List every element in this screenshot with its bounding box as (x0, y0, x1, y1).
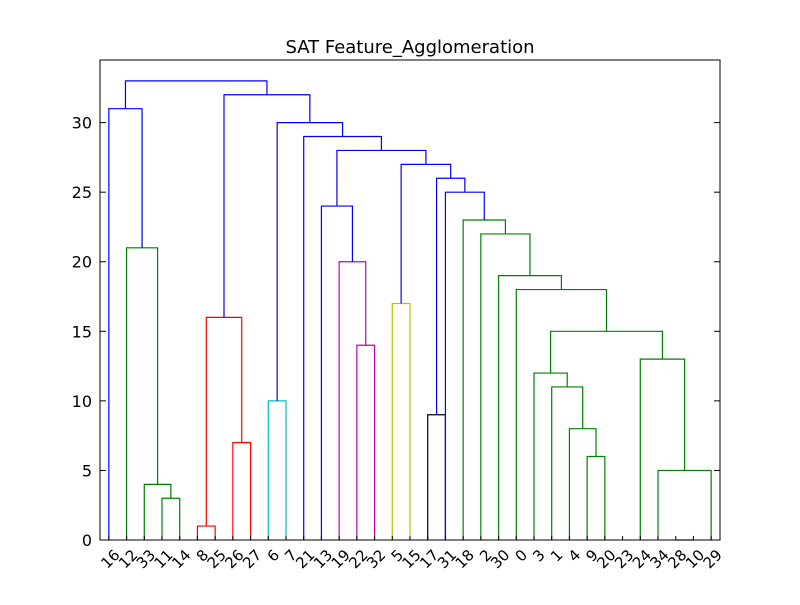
dendrogram-link-m29 (336, 149, 427, 207)
y-tick-label-5: 5 (82, 461, 92, 480)
y-tick-label-0: 0 (82, 531, 92, 550)
y-tick-label-15: 15 (72, 322, 92, 341)
dendrogram-link-m5 (196, 525, 216, 540)
dendrogram-link-m27 (435, 177, 466, 415)
dendrogram-link-m16 (568, 428, 597, 540)
leaf-label-27: 27 (239, 546, 265, 572)
dendrogram-link-m13 (427, 414, 447, 540)
dendrogram-link-m30 (303, 135, 383, 540)
leaf-label-1: 1 (547, 546, 566, 565)
dendrogram-link-m24 (480, 233, 531, 540)
dendrogram-link-m11 (320, 205, 354, 540)
leaf-label-14: 14 (168, 546, 194, 572)
dendrogram-link-m15 (586, 455, 606, 540)
leaf-label-4: 4 (565, 546, 584, 565)
y-tick-label-25: 25 (72, 183, 92, 202)
dendrogram-link-m20 (639, 358, 686, 540)
dendrogram-link-m3 (125, 247, 159, 540)
dendrogram-link-m10 (338, 261, 367, 540)
dendrogram-link-m1 (161, 497, 181, 540)
dendrogram-link-m2 (143, 483, 172, 540)
leaf-label-30: 30 (487, 546, 513, 572)
dendrogram-link-m18 (533, 372, 568, 540)
dendrogram-link-m22 (515, 288, 608, 540)
dendrogram-link-m7 (205, 316, 243, 527)
dendrogram-link-m8 (267, 400, 287, 540)
y-tick-label-10: 10 (72, 392, 92, 411)
y-axis: 0 5 10 15 20 25 30 (72, 114, 720, 550)
dendrogram-link-m31 (276, 122, 344, 401)
dendrogram-link-m6 (232, 442, 252, 540)
dendrogram-link-m21 (550, 330, 664, 374)
x-axis-leaf-labels: 1612331114825262767211319223251517311823… (97, 536, 726, 572)
leaf-label-29: 29 (700, 546, 726, 572)
y-tick-label-30: 30 (72, 114, 92, 133)
dendrogram-link-m12 (391, 302, 411, 540)
leaf-label-18: 18 (452, 546, 478, 572)
dendrogram-link-m19 (657, 469, 712, 540)
leaf-label-0: 0 (512, 546, 531, 565)
dendrogram-links (108, 80, 712, 541)
dendrogram-link-m4 (108, 108, 143, 540)
chart-title: SAT Feature_Agglomeration (285, 37, 534, 58)
dendrogram-link-m28 (400, 163, 452, 304)
dendrogram-link-m26 (444, 191, 485, 540)
leaf-label-6: 6 (264, 546, 283, 565)
dendrogram-link-m9 (356, 344, 376, 540)
leaf-label-32: 32 (363, 546, 389, 572)
dendrogram-link-m33 (124, 80, 268, 109)
dendrogram-link-m17 (551, 386, 584, 540)
y-tick-label-20: 20 (72, 253, 92, 272)
leaf-label-3: 3 (529, 546, 548, 565)
dendrogram-link-m32 (223, 94, 311, 318)
